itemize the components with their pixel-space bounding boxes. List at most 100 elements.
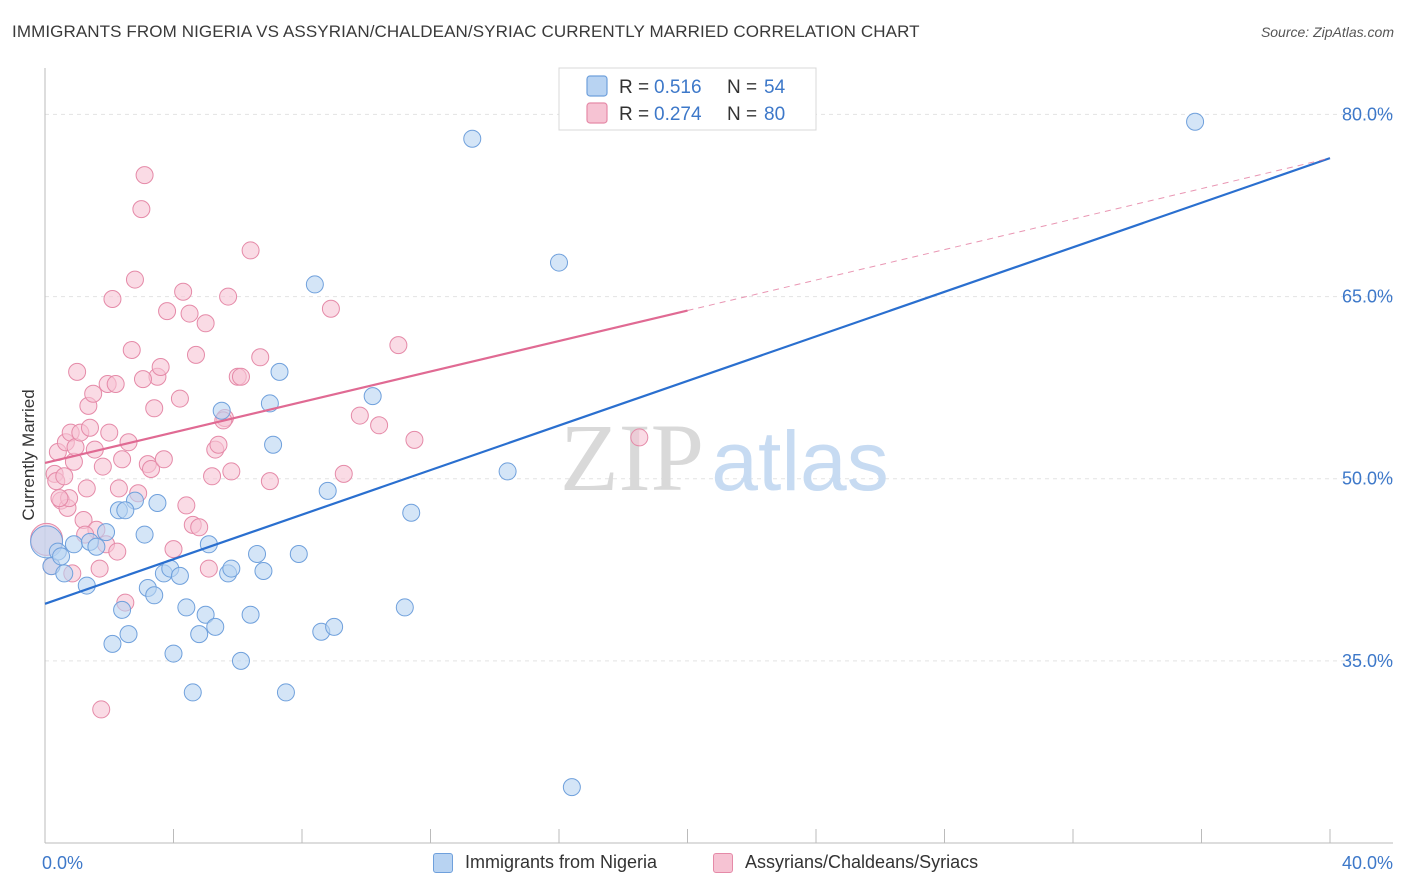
y-axis-label: Currently Married [19, 389, 38, 520]
assyrian-point [158, 302, 177, 321]
assyrian-point [170, 389, 189, 408]
watermark-zip: ZIP [560, 404, 704, 511]
y-tick-label: 35.0% [1342, 651, 1393, 671]
nigeria-point [402, 503, 421, 522]
bottom-legend-item-nigeria[interactable]: Immigrants from Nigeria [433, 852, 657, 873]
nigeria-point [1186, 112, 1205, 131]
nigeria-point [196, 605, 215, 624]
nigeria-point [498, 462, 517, 481]
assyrian-point [203, 467, 222, 486]
legend-r-label: R = [619, 104, 649, 125]
assyrian-point [164, 540, 183, 559]
assyrian-point [405, 430, 424, 449]
assyrian-point [80, 418, 99, 437]
assyrian-point [77, 479, 96, 498]
assyrian-point [103, 290, 122, 308]
nigeria-point [116, 501, 135, 520]
assyrian-point [196, 314, 215, 333]
assyrian-point [142, 460, 161, 478]
legend-box: R = 0.516 N = 54 R = 0.274 N = 80 [558, 67, 817, 131]
nigeria-point [52, 547, 71, 566]
nigeria-point [103, 634, 122, 653]
nigeria-point [550, 253, 568, 272]
assyrian-point [108, 542, 127, 561]
nigeria-point [170, 566, 189, 585]
nigeria-point [254, 562, 273, 580]
nigeria-point [222, 559, 241, 578]
nigeria-point [55, 564, 74, 583]
nigeria-point [135, 525, 154, 544]
assyrian-point [350, 406, 369, 425]
assyrian-point [251, 348, 270, 367]
nigeria-point [363, 387, 382, 406]
nigeria-point [212, 401, 231, 420]
assyrian-point [106, 375, 125, 393]
legend-n-label: N = [727, 104, 757, 125]
assyrian-point [68, 362, 87, 381]
assyrian-point [55, 467, 74, 486]
nigeria-point [463, 129, 482, 148]
assyrian-point [92, 700, 111, 719]
assyrian-point [199, 559, 218, 578]
y-tick-label: 65.0% [1342, 287, 1393, 307]
nigeria-point [164, 644, 183, 663]
legend-n-value-assyrian: 80 [764, 104, 785, 125]
nigeria-point [270, 362, 289, 381]
gridlines [45, 113, 1393, 662]
watermark-atlas: atlas [711, 414, 888, 508]
assyrian-point [113, 450, 132, 469]
assyrian-point [190, 518, 209, 537]
assyrian-point [186, 345, 205, 364]
assyrian-point [132, 200, 151, 219]
legend-r-value-nigeria: 0.516 [654, 77, 702, 98]
assyrian-point [174, 282, 193, 301]
nigeria-point [145, 586, 164, 605]
assyrian-point [177, 496, 196, 515]
assyrian-point [145, 399, 164, 418]
y-tick-label: 50.0% [1342, 469, 1393, 489]
assyrian-point [50, 489, 69, 508]
assyrian-point [321, 299, 340, 318]
nigeria-point [87, 537, 106, 556]
assyrian-trend-extension [687, 157, 1331, 312]
legend-r-value-assyrian: 0.274 [654, 104, 702, 125]
assyrian-point [334, 464, 353, 483]
nigeria-point [289, 545, 308, 563]
chart-title: IMMIGRANTS FROM NIGERIA VS ASSYRIAN/CHAL… [12, 22, 920, 41]
nigeria-point [276, 683, 295, 702]
assyrian-point [125, 270, 144, 289]
nigeria-point [64, 535, 83, 554]
assyrian-point [180, 304, 199, 323]
nigeria-point [562, 778, 581, 797]
nigeria-point [264, 435, 283, 454]
bottom-legend-item-assyrian[interactable]: Assyrians/Chaldeans/Syriacs [713, 852, 978, 873]
bottom-legend-label-nigeria: Immigrants from Nigeria [465, 852, 658, 872]
legend-n-value-nigeria: 54 [764, 77, 786, 98]
nigeria-point [395, 598, 414, 617]
assyrian-point [209, 435, 228, 454]
nigeria-point [325, 617, 344, 636]
assyrian-point [241, 241, 260, 260]
nigeria-point [206, 617, 225, 636]
nigeria-point [119, 625, 138, 644]
x-tick-labels: 0.0% 40.0% [42, 853, 1393, 873]
legend-r-label: R = [619, 77, 649, 98]
assyrian-point [222, 462, 241, 481]
assyrian-point [151, 358, 170, 376]
nigeria-point [113, 600, 132, 619]
y-tick-labels: 35.0% 50.0% 65.0% 80.0% [1342, 104, 1393, 670]
data-points [30, 112, 1205, 797]
nigeria-point [190, 625, 209, 644]
assyrian-point [133, 370, 152, 389]
assyrian-point [84, 384, 103, 403]
axes [44, 68, 1393, 844]
assyrian-point [630, 428, 649, 447]
bottom-legend-swatch-assyrian [713, 852, 733, 873]
nigeria-point [318, 481, 337, 500]
bottom-legend: Immigrants from Nigeria Assyrians/Chalde… [0, 852, 1406, 878]
assyrian-point [90, 559, 109, 578]
assyrian-point [219, 287, 238, 306]
assyrian-point [389, 336, 408, 355]
legend-swatch-nigeria [586, 75, 608, 97]
y-tick-label: 80.0% [1342, 104, 1393, 124]
